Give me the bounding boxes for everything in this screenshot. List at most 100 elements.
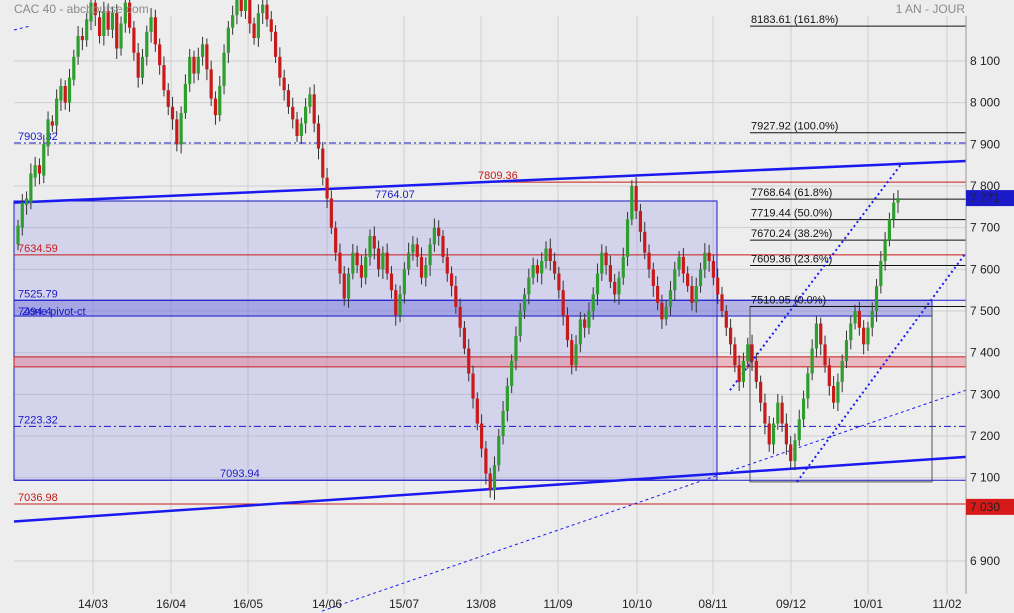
candle-body: [544, 248, 548, 262]
last-price-label: 7 771: [970, 191, 1000, 205]
candle-body: [372, 236, 376, 249]
candle-body: [874, 286, 879, 312]
x-tick-label: 08/11: [698, 597, 727, 611]
candle-body: [321, 148, 325, 178]
candle-body: [389, 273, 394, 291]
candle-body: [879, 261, 883, 287]
candle-body: [806, 373, 810, 399]
zone-value-label: 7494.4: [18, 306, 52, 318]
x-axis: 14/03 16/04 16/05 14/06 15/07 13/08 11/09 10/10…: [78, 597, 962, 611]
candle-body: [231, 15, 235, 28]
candle-body: [836, 381, 840, 403]
candle-body: [449, 273, 454, 287]
candle-body: [767, 423, 771, 445]
candle-body: [625, 219, 630, 257]
candle-body: [570, 340, 574, 366]
candle-body: [552, 261, 557, 274]
candle-body: [76, 35, 80, 57]
candle-body: [660, 302, 664, 320]
candle-body: [810, 348, 814, 374]
candle-body: [462, 327, 467, 349]
candle-body: [63, 86, 67, 103]
fib-label: 7719.44 (50.0%): [751, 208, 832, 220]
candle-body: [750, 344, 754, 362]
fib-label: 8183.61 (161.8%): [751, 14, 838, 26]
candle-body: [698, 269, 703, 287]
fibonacci-levels: 8183.61 (161.8%) 7927.92 (100.0%) 7768.64 …: [750, 14, 966, 307]
candle-body: [72, 56, 76, 80]
candle-body: [364, 256, 368, 278]
x-tick-label: 16/04: [156, 597, 186, 611]
candle-body: [46, 119, 50, 147]
candle-body: [226, 27, 230, 53]
candle-body: [475, 398, 479, 424]
candle-body: [587, 311, 591, 328]
candle-body: [179, 113, 183, 145]
candle-body: [823, 344, 827, 366]
candle-body: [643, 231, 647, 253]
candle-body: [561, 290, 565, 316]
candle-body: [381, 252, 385, 270]
candle-body: [428, 244, 432, 266]
candle-body: [690, 286, 694, 303]
candle-body: [213, 98, 218, 116]
candle-body: [115, 13, 119, 49]
y-tick-label: 7 700: [970, 221, 1000, 235]
candle-body: [497, 436, 501, 466]
candle-body: [720, 294, 724, 312]
candle-body: [205, 44, 209, 70]
candle-body: [316, 123, 321, 149]
candle-body: [857, 311, 861, 328]
candle-body: [50, 121, 54, 126]
x-tick-label: 09/12: [776, 597, 806, 611]
candle-body: [896, 198, 900, 203]
candle-body: [776, 402, 780, 424]
candle-body: [312, 94, 316, 124]
candle-body: [866, 327, 870, 345]
low-marker-label: 7 030: [970, 500, 1000, 514]
candle-body: [394, 290, 398, 316]
candle-body: [299, 123, 303, 137]
candle-body: [557, 273, 561, 291]
fib-label: 7510.95 (0.0%): [751, 294, 826, 306]
candle-body: [282, 77, 286, 91]
candle-body: [16, 225, 20, 245]
candle-body: [342, 273, 346, 299]
y-tick-label: 8 000: [970, 96, 1000, 110]
candle-body: [243, 0, 248, 11]
candle-body: [887, 219, 892, 241]
candle-body: [89, 2, 93, 22]
y-tick-label: 7 500: [970, 304, 1000, 318]
candle-body: [630, 186, 634, 220]
y-tick-label: 7 900: [970, 137, 1000, 151]
candle-body: [707, 252, 711, 262]
low-marker: [966, 498, 1014, 515]
y-tick-label: 8 100: [970, 54, 1000, 68]
candle-body: [793, 440, 797, 462]
candle-body: [80, 35, 84, 41]
candle-body: [733, 344, 737, 366]
candle-body: [883, 240, 887, 262]
candle-body: [291, 106, 295, 120]
fib-label: 7609.36 (23.6%): [751, 253, 832, 265]
candle-body: [338, 252, 342, 274]
x-tick-label: 11/02: [932, 597, 961, 611]
fib-label: 7927.92 (100.0%): [751, 121, 838, 133]
candle-body: [93, 2, 97, 16]
y-axis: 8 100 8 000 7 900 7 800 7 700 7 600 7 500 7 400…: [965, 16, 1000, 594]
candle-body: [136, 52, 140, 78]
candle-body: [535, 265, 540, 274]
candle-body: [325, 177, 329, 199]
candle-body: [29, 173, 33, 203]
candle-body: [574, 344, 578, 366]
candle-body: [613, 281, 617, 295]
candle-body: [415, 244, 419, 257]
candle-body: [501, 411, 505, 437]
candle-body: [844, 340, 849, 362]
candle-body: [218, 86, 222, 116]
candle-body: [97, 17, 102, 36]
candle-body: [664, 306, 668, 320]
candle-body: [175, 119, 179, 145]
candle-body: [694, 286, 698, 303]
candle-body: [686, 273, 690, 287]
